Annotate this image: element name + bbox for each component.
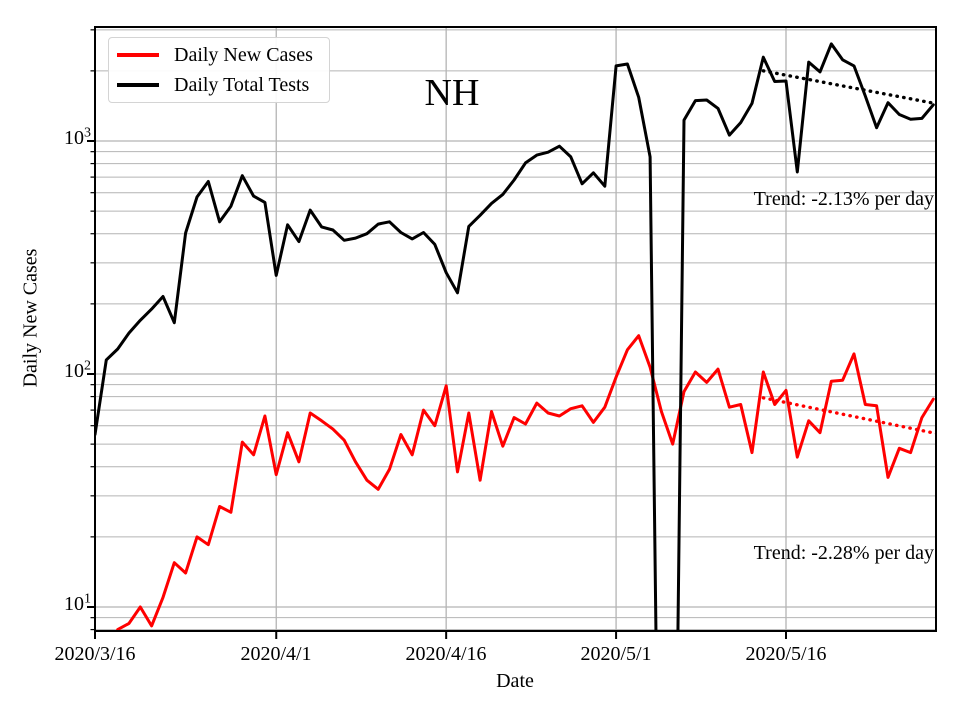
tests-line-swatch [117,83,159,87]
tests-trend-line [761,69,936,106]
legend-label-cases: Daily New Cases [174,43,313,66]
legend-item-daily-new-cases: Daily New Cases [117,40,321,70]
cases-trend-annotation: Trend: -2.28% per day [753,542,934,564]
y-tick-label-10: 101 [64,591,91,615]
grid [94,27,936,631]
x-tick-label-3: 2020/5/1 [580,643,652,665]
tests-series-line [95,42,935,631]
y-axis-label: Daily New Cases [19,248,42,388]
tests-trend-annotation: Trend: -2.13% per day [753,188,934,210]
cases-line-swatch [117,53,159,57]
x-tick-label-0: 2020/3/16 [54,643,136,665]
plot-border [94,26,937,632]
x-tick-label-1: 2020/4/1 [240,643,312,665]
y-tick-label-100: 102 [64,358,91,382]
x-axis-label: Date [496,670,534,692]
x-tick-label-4: 2020/5/16 [745,643,827,665]
chart-title: NH [424,72,480,114]
cases-series-line [115,334,935,631]
legend: Daily New Cases Daily Total Tests [108,37,330,103]
cases-trend-line [761,396,936,436]
tick-marks [87,29,787,639]
legend-item-daily-total-tests: Daily Total Tests [117,70,321,100]
y-tick-label-1000: 103 [64,125,91,149]
x-tick-label-2: 2020/4/16 [405,643,487,665]
legend-label-tests: Daily Total Tests [174,73,310,96]
